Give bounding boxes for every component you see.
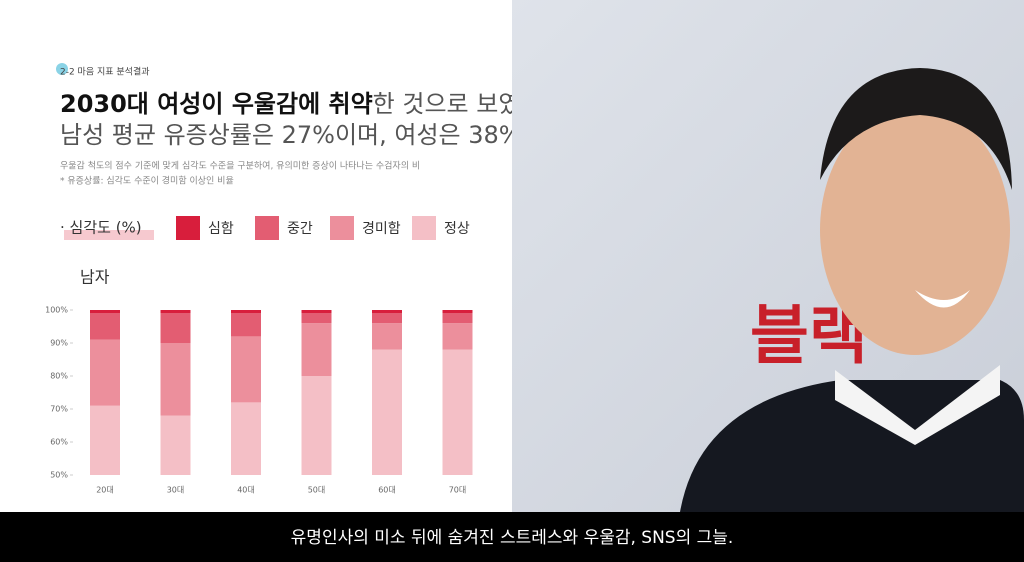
bullet	[56, 63, 68, 75]
bar-segment	[160, 415, 191, 475]
bar-segment	[372, 349, 402, 475]
bar-segment	[442, 323, 473, 350]
legend-label: 중간	[287, 221, 313, 237]
bar-segment	[301, 376, 332, 475]
legend-swatch	[255, 216, 279, 240]
photo: 블랙	[512, 0, 1024, 512]
bar-segment	[372, 310, 402, 314]
bar-segment	[231, 402, 261, 475]
x-tick-label: 70대	[449, 486, 467, 495]
y-tick-label: 90%	[50, 339, 68, 348]
caption-bar	[0, 512, 1024, 562]
x-tick-label: 60대	[378, 486, 396, 495]
bar-segment	[301, 313, 332, 324]
headline-bold: 2030대 여성이 우울감에 취약	[60, 90, 373, 118]
note: * 유증상률: 심각도 수준이 경미함 이상인 비율	[60, 175, 234, 187]
legend-swatch	[412, 216, 436, 240]
headline: 2030대 여성이 우울감에 취약한 것으로 보였	[60, 90, 520, 118]
x-tick-label: 50대	[308, 486, 326, 495]
x-tick-label: 40대	[237, 486, 255, 495]
section-label: 2-2 마음 지표 분석결과	[60, 67, 150, 78]
bar-segment	[372, 323, 402, 350]
bar-segment	[231, 336, 261, 403]
legend-swatch	[176, 216, 200, 240]
bar-segment	[442, 313, 473, 324]
y-tick-label: 70%	[50, 405, 68, 414]
y-tick-label: 50%	[50, 471, 68, 480]
caption: 유명인사의 미소 뒤에 숨겨진 스트레스와 우울감, SNS의 그늘.	[291, 528, 734, 548]
y-tick-label: 100%	[45, 306, 68, 315]
bar-segment	[160, 313, 191, 343]
bar-segment	[301, 323, 332, 376]
bar-segment	[160, 310, 191, 314]
legend-label: 경미함	[362, 221, 401, 237]
legend-label: 정상	[444, 221, 470, 237]
legend-title: · 심각도 (%)	[60, 219, 142, 237]
bar-segment	[231, 313, 261, 337]
bar-segment	[442, 310, 473, 314]
bar-segment	[160, 343, 191, 416]
bar-segment	[90, 313, 120, 340]
chart-title: 남자	[80, 268, 110, 287]
legend-label: 심함	[208, 221, 234, 237]
bar-segment	[372, 313, 402, 324]
slide: 2-2 마음 지표 분석결과 2030대 여성이 우울감에 취약한 것으로 보였…	[45, 63, 522, 495]
x-tick-label: 20대	[96, 486, 114, 495]
legend-swatch	[330, 216, 354, 240]
bar-segment	[90, 310, 120, 314]
x-tick-label: 30대	[167, 486, 185, 495]
highlight	[64, 230, 154, 240]
note: 우울감 척도의 점수 기준에 맞게 심각도 수준을 구분하여, 유의미한 증상이…	[60, 160, 420, 172]
bar-segment	[231, 310, 261, 314]
bar-segment	[442, 349, 473, 475]
y-tick-label: 80%	[50, 372, 68, 381]
headline-rest: 한 것으로 보였	[373, 90, 521, 118]
bar-segment	[90, 339, 120, 406]
headline-line2: 남성 평균 유증상률은 27%이며, 여성은 38%	[60, 121, 522, 149]
y-tick-label: 60%	[50, 438, 68, 447]
bar-segment	[90, 405, 120, 475]
bar-segment	[301, 310, 332, 314]
